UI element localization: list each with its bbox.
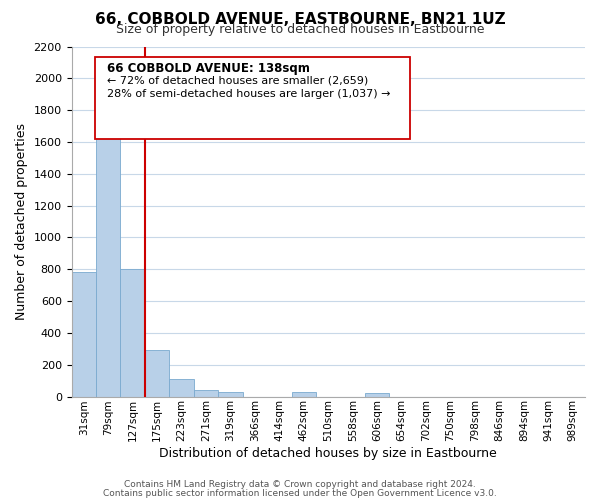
Text: ← 72% of detached houses are smaller (2,659): ← 72% of detached houses are smaller (2,… bbox=[107, 76, 369, 86]
Bar bbox=[218, 392, 242, 396]
FancyBboxPatch shape bbox=[95, 57, 410, 140]
Text: Contains public sector information licensed under the Open Government Licence v3: Contains public sector information licen… bbox=[103, 488, 497, 498]
Text: Contains HM Land Registry data © Crown copyright and database right 2024.: Contains HM Land Registry data © Crown c… bbox=[124, 480, 476, 489]
Bar bbox=[169, 379, 194, 396]
Bar bbox=[96, 129, 121, 396]
Bar bbox=[145, 350, 169, 397]
Bar bbox=[292, 392, 316, 396]
X-axis label: Distribution of detached houses by size in Eastbourne: Distribution of detached houses by size … bbox=[160, 447, 497, 460]
Bar bbox=[121, 270, 145, 396]
Bar bbox=[194, 390, 218, 396]
Bar bbox=[365, 394, 389, 396]
Y-axis label: Number of detached properties: Number of detached properties bbox=[15, 123, 28, 320]
Text: 66, COBBOLD AVENUE, EASTBOURNE, BN21 1UZ: 66, COBBOLD AVENUE, EASTBOURNE, BN21 1UZ bbox=[95, 12, 505, 28]
Bar bbox=[71, 272, 96, 396]
Text: Size of property relative to detached houses in Eastbourne: Size of property relative to detached ho… bbox=[116, 24, 484, 36]
Text: 66 COBBOLD AVENUE: 138sqm: 66 COBBOLD AVENUE: 138sqm bbox=[107, 62, 310, 76]
Text: 28% of semi-detached houses are larger (1,037) →: 28% of semi-detached houses are larger (… bbox=[107, 89, 391, 99]
